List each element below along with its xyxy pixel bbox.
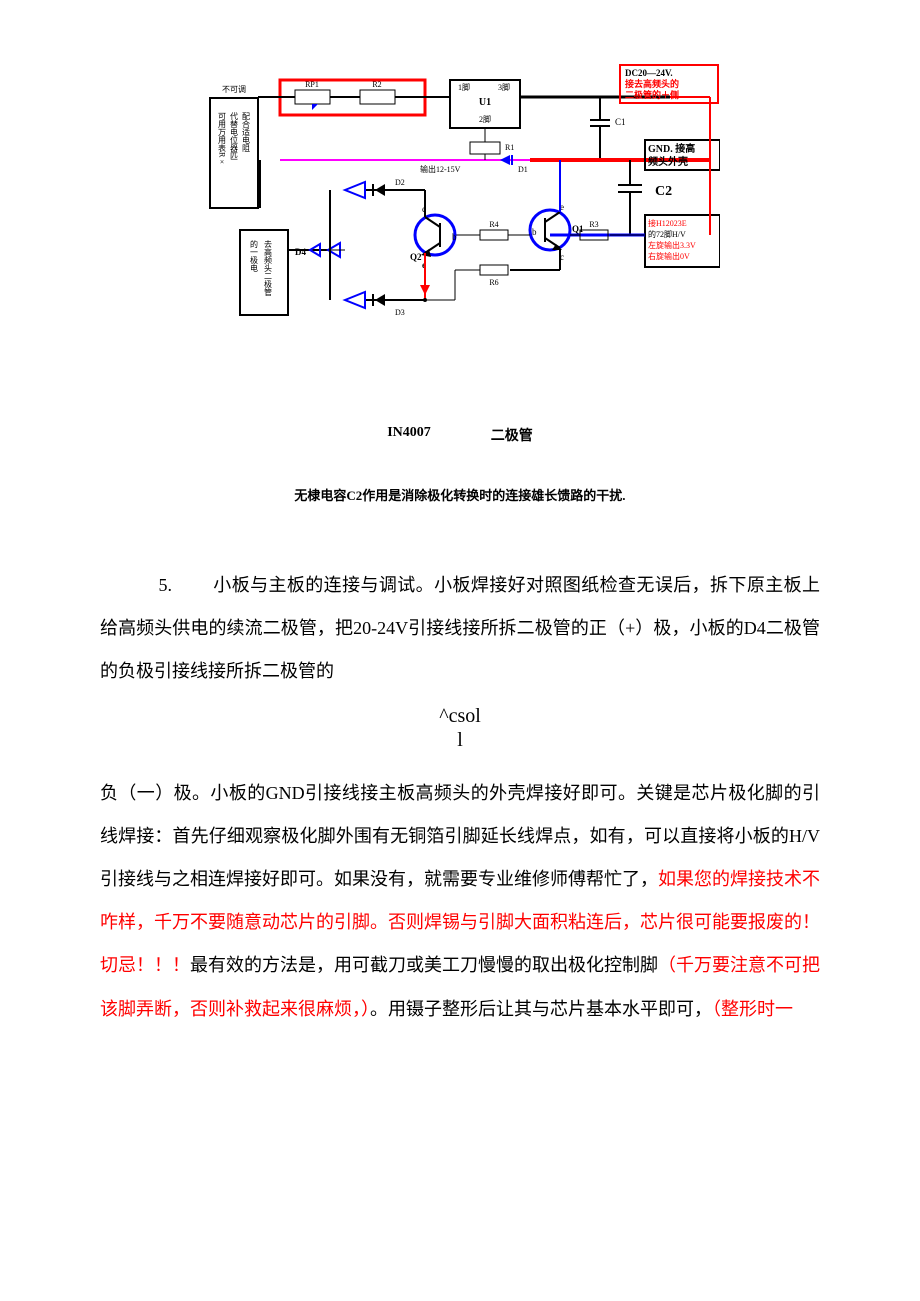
- list-number: 5.: [136, 564, 172, 607]
- text: 小板与主板的连接与调试。小板焊接好对照图纸检查无误后，拆下原主板上给高频头供电的…: [100, 575, 820, 681]
- svg-text:GND. 接高: GND. 接高: [648, 142, 695, 155]
- svg-text:R3: R3: [589, 220, 598, 229]
- svg-text:1脚: 1脚: [458, 82, 470, 92]
- svg-text:输出12-15V: 输出12-15V: [420, 164, 461, 174]
- caption-right: 二极管: [491, 425, 533, 445]
- svg-text:不可调: 不可调: [222, 85, 246, 94]
- svg-text:可用万用表R×: 可用万用表R×: [218, 112, 227, 166]
- svg-text:代替电位器匹: 代替电位器匹: [230, 111, 239, 160]
- svg-text:DC20—24V.: DC20—24V.: [625, 68, 673, 78]
- center-artifact: ^csol l: [100, 704, 820, 752]
- svg-text:二极管的＋侧: 二极管的＋侧: [625, 89, 679, 100]
- circuit-diagram: 可用万用表R× 代替电位器匹 配合适电阻 不可调 RP1 R2 1脚 3脚 U1…: [200, 60, 720, 340]
- svg-text:C2: C2: [655, 184, 672, 199]
- svg-text:b: b: [452, 232, 457, 242]
- paragraph-5-b: 负（一）极。小板的GND引接线接主板高频头的外壳焊接好即可。关键是芯片极化脚的引…: [100, 772, 820, 1031]
- svg-text:D4: D4: [295, 247, 306, 257]
- svg-text:的72脚H/V: 的72脚H/V: [648, 229, 686, 239]
- svg-text:Q2: Q2: [410, 252, 422, 262]
- sub-caption: 无棣电容C2作用是消除极化转换时的连接雄长馈路的干扰.: [100, 485, 820, 504]
- paragraph-5-a: 5. 小板与主板的连接与调试。小板焊接好对照图纸检查无误后，拆下原主板上给高频头…: [100, 564, 820, 694]
- svg-text:U1: U1: [479, 97, 491, 108]
- svg-text:2脚: 2脚: [479, 114, 491, 124]
- text: 。用镊子整形后让其与芯片基本水平即可，: [370, 999, 712, 1019]
- svg-text:的一极电: 的一极电: [250, 239, 259, 272]
- caption-left: IN4007: [387, 425, 431, 445]
- caption-row: IN4007 二极管: [100, 425, 820, 445]
- svg-text:右旋输出0V: 右旋输出0V: [648, 251, 690, 261]
- svg-text:R1: R1: [505, 143, 514, 152]
- svg-text:D2: D2: [395, 178, 405, 187]
- svg-text:b: b: [532, 227, 537, 237]
- svg-text:左旋输出3.3V: 左旋输出3.3V: [648, 240, 696, 250]
- svg-text:配合适电阻: 配合适电阻: [242, 112, 251, 153]
- svg-text:Q1: Q1: [572, 224, 584, 234]
- svg-text:D1: D1: [518, 165, 528, 174]
- svg-text:C1: C1: [615, 117, 626, 127]
- svg-text:接H12023E: 接H12023E: [648, 218, 687, 228]
- svg-text:3脚: 3脚: [498, 82, 510, 92]
- text: 最有效的方法是，用可截刀或美工刀慢慢的取出极化控制脚: [190, 955, 658, 975]
- svg-text:频头外壳: 频头外壳: [648, 155, 688, 168]
- circuit-diagram-container: 可用万用表R× 代替电位器匹 配合适电阻 不可调 RP1 R2 1脚 3脚 U1…: [100, 60, 820, 345]
- svg-text:RP1: RP1: [305, 80, 319, 89]
- text-red: （整形时一: [712, 999, 793, 1019]
- svg-text:R4: R4: [489, 220, 498, 229]
- svg-text:R6: R6: [489, 278, 498, 287]
- svg-text:去高频头二极管: 去高频头二极管: [264, 239, 273, 297]
- svg-text:接去高频头的: 接去高频头的: [625, 78, 679, 89]
- svg-text:R2: R2: [372, 80, 381, 89]
- svg-text:D3: D3: [395, 308, 405, 317]
